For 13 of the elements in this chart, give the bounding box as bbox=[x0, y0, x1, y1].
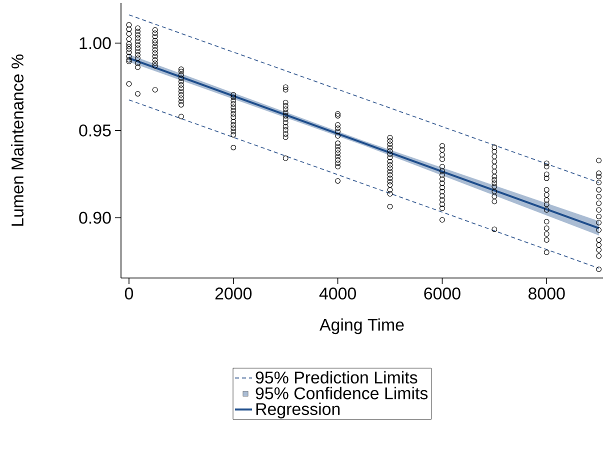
x-tick-label: 6000 bbox=[424, 288, 460, 300]
x-tick-label: 8000 bbox=[528, 288, 565, 300]
y-axis-title: Lumen Maintenance % bbox=[11, 54, 24, 226]
y-tick-label: 0.95 bbox=[79, 124, 111, 136]
y-tick-label: 1.00 bbox=[80, 37, 111, 50]
legend-label: Regression bbox=[256, 402, 340, 418]
y-tick-label: 0.90 bbox=[79, 212, 111, 224]
text: 95% Confidence Limits bbox=[256, 386, 428, 400]
x-tick-label: 0 bbox=[124, 288, 134, 300]
legend-label: 95% Prediction Limits bbox=[256, 371, 418, 384]
x-tick-label: 4000 bbox=[319, 288, 356, 300]
x-axis-title: Aging Time bbox=[320, 318, 404, 334]
x-tick-label: 2000 bbox=[215, 288, 252, 300]
